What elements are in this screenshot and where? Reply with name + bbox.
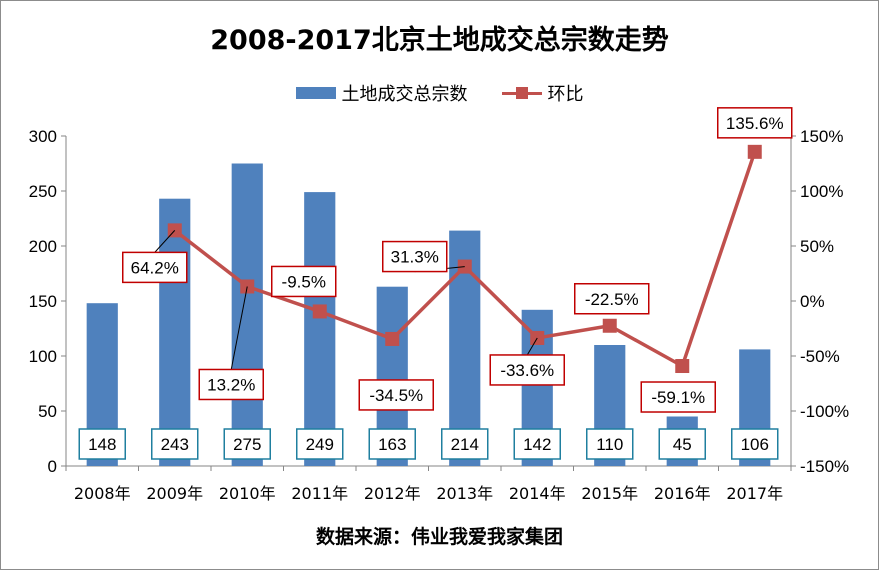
line-point (602, 318, 617, 333)
legend-label-bar: 土地成交总宗数 (341, 84, 468, 105)
line-value-label: -59.1% (651, 388, 705, 407)
x-tick-label: 2012年 (364, 484, 421, 503)
bar-value-box (586, 428, 634, 460)
bar-value-label: 243 (161, 435, 189, 454)
y-right-tick-label: 0% (800, 292, 825, 311)
bar-value-box (731, 428, 779, 460)
x-tick-label: 2008年 (74, 484, 131, 503)
y-left-tick-label: 100 (29, 347, 57, 366)
x-tick-label: 2015年 (581, 484, 638, 503)
line-value-label: -9.5% (282, 272, 326, 291)
line-value-label: 135.6% (726, 114, 784, 133)
line-value-label: 64.2% (131, 258, 179, 277)
leader-line (230, 286, 248, 370)
y-left-tick-label: 0 (48, 457, 57, 476)
line-value-label: -33.6% (500, 361, 554, 380)
y-right-tick-label: 100% (800, 182, 843, 201)
bar-value-box (78, 428, 126, 460)
y-right-tick-label: 50% (800, 237, 834, 256)
x-tick-label: 2016年 (654, 484, 711, 503)
bar-value-box (368, 428, 416, 460)
line-value-box (271, 265, 337, 298)
y-right-tick-label: 150% (800, 127, 843, 146)
bar-value-label: 148 (88, 435, 116, 454)
leader-line (154, 230, 176, 253)
line-value-label: -34.5% (369, 386, 423, 405)
line-value-label: 13.2% (207, 375, 255, 394)
line-value-box (382, 240, 448, 273)
line-value-box (198, 368, 264, 401)
bar-value-box (296, 428, 344, 460)
bar-value-box (441, 428, 489, 460)
line-point (747, 144, 762, 159)
bar-value-label: 163 (378, 435, 406, 454)
legend-item-bar: 土地成交总宗数 (295, 80, 468, 106)
x-tick-label: 2013年 (436, 484, 493, 503)
bar-value-box (223, 428, 271, 460)
legend-line-swatch (501, 87, 542, 99)
line-value-box (574, 283, 650, 315)
x-tick-label: 2010年 (219, 484, 276, 503)
y-right-tick-label: -150% (800, 457, 849, 476)
bar (231, 163, 263, 466)
y-left-tick-label: 50 (38, 402, 57, 421)
legend-label-line: 环比 (547, 84, 584, 105)
y-right-tick-label: -50% (800, 347, 840, 366)
bar-value-box (151, 428, 199, 460)
y-left-tick-label: 200 (29, 237, 57, 256)
bar-value-label: 110 (596, 435, 623, 454)
x-tick-label: 2009年 (146, 484, 203, 503)
bar-value-label: 142 (523, 435, 551, 454)
bar-value-label: 45 (673, 435, 692, 454)
bar-value-label: 214 (451, 435, 479, 454)
line-value-label: 31.3% (391, 248, 439, 267)
line-value-box (122, 251, 188, 284)
y-left-tick-label: 300 (29, 127, 57, 146)
bar (159, 198, 191, 466)
line-point (385, 331, 400, 346)
source-note: 数据来源：伟业我爱我家集团 (315, 526, 563, 548)
legend-bar-swatch (295, 87, 336, 99)
line-value-box (358, 379, 434, 411)
x-tick-label: 2017年 (726, 484, 783, 503)
bar-value-label: 106 (741, 435, 769, 454)
line-point (312, 304, 327, 319)
bar-value-box (658, 428, 706, 460)
legend-item-line: 环比 (501, 80, 584, 106)
bar-value-label: 275 (233, 435, 261, 454)
bar-value-box (513, 428, 561, 460)
y-left-tick-label: 150 (29, 292, 57, 311)
x-tick-label: 2014年 (509, 484, 566, 503)
bar-value-label: 249 (306, 435, 334, 454)
line-value-label: -22.5% (585, 290, 639, 309)
legend: 土地成交总宗数 环比 (0, 80, 879, 106)
line-value-box (489, 354, 565, 386)
line-point (675, 359, 690, 374)
leader-line (526, 337, 538, 356)
y-right-tick-label: -100% (800, 402, 849, 421)
y-left-tick-label: 250 (29, 182, 57, 201)
x-tick-label: 2011年 (291, 484, 348, 503)
chart-title: 2008-2017北京土地成交总宗数走势 (210, 25, 669, 56)
line-value-box (640, 381, 716, 413)
line-value-box (717, 107, 793, 139)
bar (304, 192, 336, 466)
